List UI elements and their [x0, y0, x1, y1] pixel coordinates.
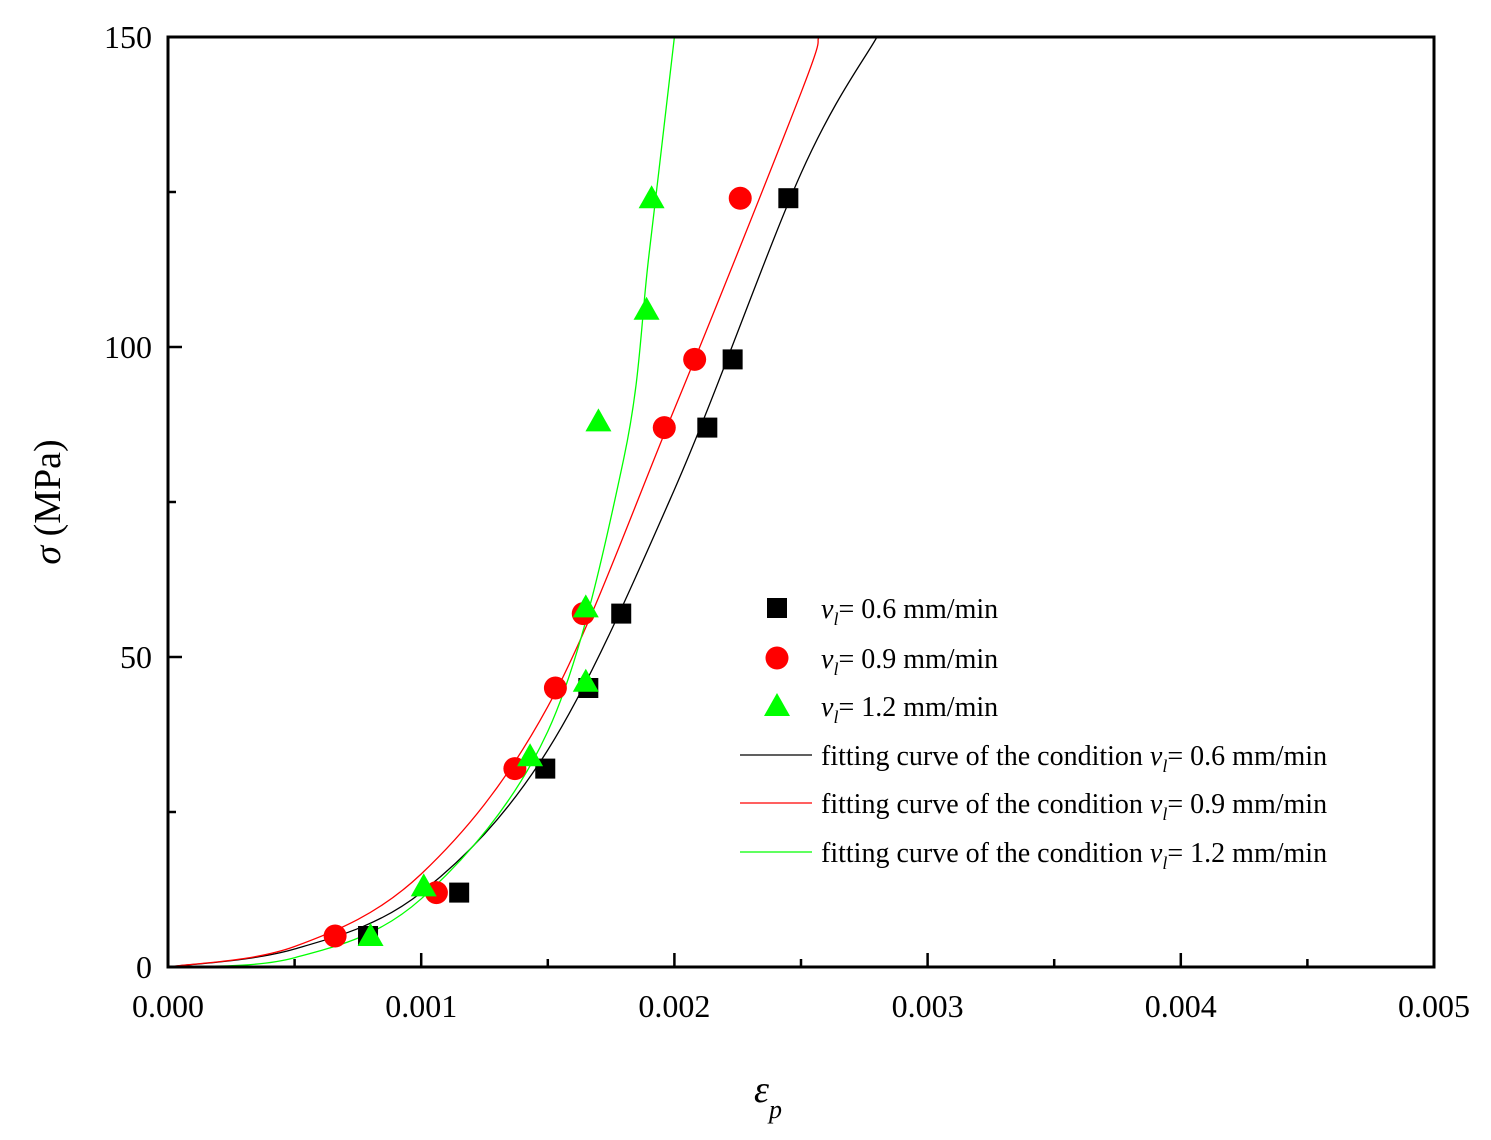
data-point — [638, 185, 665, 209]
legend-label: fitting curve of the condition vl= 1.2 m… — [821, 838, 1327, 873]
fit-curve-1 — [168, 37, 878, 967]
y-axis-title-unit: (MPa) — [27, 439, 69, 536]
y-tick-label: 50 — [120, 639, 152, 675]
data-point — [722, 349, 743, 370]
series-3-points — [357, 185, 665, 946]
legend-entry-1: vl= 0.6 mm/min — [767, 594, 998, 629]
y-axis-title: σ (MPa) — [27, 439, 69, 564]
legend-label-variable: v — [1150, 741, 1163, 772]
data-point — [728, 186, 752, 210]
series-2-points — [323, 186, 752, 948]
axes: 0.000 0.001 0.002 0.003 0.004 0.005 0 50 100 150 — [104, 19, 1470, 1024]
y-axis-title-symbol: σ — [27, 536, 69, 564]
legend-label-value: = 1.2 mm/min — [1167, 838, 1327, 869]
legend-entry-2: vl= 0.9 mm/min — [765, 644, 998, 679]
legend-entry-6: fitting curve of the condition vl= 1.2 m… — [740, 838, 1327, 873]
x-axis-title-symbol: ε — [754, 1069, 769, 1111]
legend-label-variable: v — [821, 692, 834, 723]
data-point — [585, 408, 612, 432]
legend-marker — [764, 693, 790, 716]
legend-label-value: = 1.2 mm/min — [838, 692, 998, 723]
legend-label-prefix: fitting curve of the condition — [821, 789, 1150, 820]
fit-curve-3 — [168, 37, 676, 967]
legend-label: fitting curve of the condition vl= 0.6 m… — [821, 741, 1327, 776]
axis-titles: εp σ (MPa) — [27, 439, 782, 1124]
legend-label-subscript: l — [833, 659, 838, 679]
legend-label-prefix: fitting curve of the condition — [821, 741, 1150, 772]
legend-label-prefix: fitting curve of the condition — [821, 838, 1150, 869]
series-1-points — [358, 188, 799, 946]
data-point — [778, 188, 799, 209]
legend-label: vl= 0.9 mm/min — [821, 644, 998, 679]
x-axis-title-subscript: p — [767, 1095, 782, 1124]
legend-label-value: = 0.9 mm/min — [838, 644, 998, 675]
x-tick-label: 0.002 — [638, 988, 710, 1024]
legend-marker — [767, 598, 787, 618]
fit-curves — [168, 37, 878, 967]
y-tick-label: 150 — [104, 19, 152, 55]
data-point — [611, 603, 632, 624]
x-tick-label: 0.004 — [1145, 988, 1217, 1024]
data-point — [357, 923, 384, 946]
y-tick-label: 0 — [136, 949, 152, 985]
data-point — [449, 882, 470, 903]
legend-label-variable: v — [1150, 838, 1163, 869]
y-tick-label: 100 — [104, 329, 152, 365]
legend-entry-5: fitting curve of the condition vl= 0.9 m… — [740, 789, 1327, 824]
data-point — [633, 296, 660, 320]
fit-curve-2 — [168, 37, 820, 967]
legend-label: fitting curve of the condition vl= 0.9 m… — [821, 789, 1327, 824]
data-point — [652, 416, 676, 440]
data-point — [572, 668, 599, 692]
legend-label-subscript: l — [833, 707, 838, 727]
legend-label-variable: v — [821, 644, 834, 675]
data-point — [323, 924, 347, 948]
x-tick-label: 0.001 — [385, 988, 457, 1024]
legend-label-subscript: l — [1162, 756, 1167, 776]
legend-label-value: = 0.9 mm/min — [1167, 789, 1327, 820]
plot-frame — [166, 35, 1436, 969]
data-point — [572, 594, 599, 618]
legend-label: vl= 1.2 mm/min — [821, 692, 998, 727]
legend-label-variable: v — [821, 594, 834, 625]
legend-entry-4: fitting curve of the condition vl= 0.6 m… — [740, 741, 1327, 776]
x-tick-label: 0.003 — [892, 988, 964, 1024]
plot-area — [168, 37, 878, 967]
x-tick-label: 0.005 — [1398, 988, 1470, 1024]
data-point — [543, 676, 567, 700]
data-point — [410, 873, 437, 897]
legend-label: vl= 0.6 mm/min — [821, 594, 998, 629]
data-point — [683, 347, 707, 371]
data-point — [697, 417, 718, 438]
data-point — [517, 743, 544, 767]
x-tick-label: 0.000 — [132, 988, 204, 1024]
legend-label-variable: v — [1150, 789, 1163, 820]
legend-label-subscript: l — [1162, 804, 1167, 824]
legend-entry-3: vl= 1.2 mm/min — [764, 692, 998, 727]
legend-label-subscript: l — [833, 609, 838, 629]
x-axis-title: εp — [754, 1069, 782, 1124]
legend-label-subscript: l — [1162, 853, 1167, 873]
legend-label-value: = 0.6 mm/min — [838, 594, 998, 625]
legend-marker — [765, 646, 789, 670]
legend-label-value: = 0.6 mm/min — [1167, 741, 1327, 772]
